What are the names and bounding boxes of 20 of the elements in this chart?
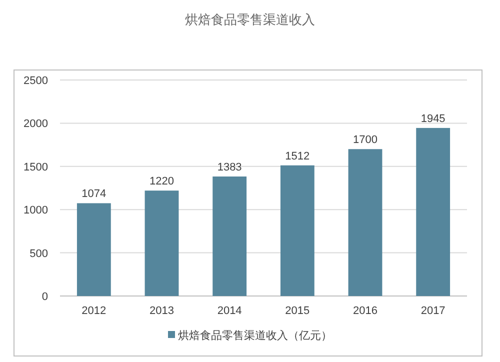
x-tick-label: 2014	[217, 305, 242, 317]
data-label: 1700	[353, 134, 378, 146]
y-tick-label: 1500	[24, 161, 48, 174]
x-tick-label: 2015	[285, 305, 310, 317]
x-tick-label: 2013	[150, 305, 174, 317]
legend-label: 烘焙食品零售渠道收入（亿元）	[178, 329, 332, 342]
data-label: 1512	[285, 150, 310, 162]
x-tick-label: 2017	[420, 305, 446, 317]
data-label: 1220	[150, 176, 174, 188]
y-tick-label: 500	[30, 248, 48, 260]
y-tick-label: 0	[42, 291, 48, 303]
y-tick-label: 2000	[24, 118, 48, 130]
chart-title: 烘焙食品零售渠道收入	[185, 12, 315, 27]
x-tick-label: 2012	[82, 305, 106, 317]
data-label: 1383	[217, 162, 242, 174]
y-tick-label: 2500	[24, 75, 48, 87]
x-tick-label: 2016	[353, 305, 378, 317]
y-tick-label: 1000	[24, 204, 48, 217]
data-label: 1074	[82, 188, 106, 200]
data-label: 1945	[420, 112, 446, 125]
